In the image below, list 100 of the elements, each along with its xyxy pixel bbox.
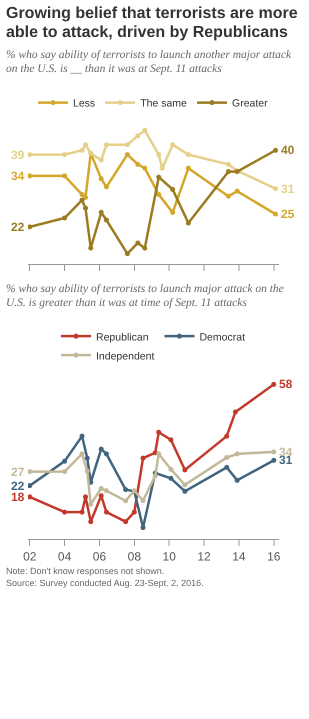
point (271, 449, 276, 454)
legend-label: The same (140, 98, 188, 110)
point (62, 469, 68, 474)
point (80, 198, 85, 203)
point (83, 494, 88, 500)
point (80, 510, 85, 515)
data-label: 40 (281, 143, 295, 157)
point (234, 478, 240, 483)
point (135, 162, 140, 167)
point (98, 486, 104, 491)
point (226, 169, 231, 174)
point (160, 166, 165, 171)
point (88, 502, 94, 507)
point (123, 498, 128, 504)
point (62, 152, 68, 158)
data-label: 34 (11, 169, 25, 183)
point (182, 467, 188, 472)
point (156, 430, 162, 435)
point (98, 446, 104, 452)
point (168, 466, 174, 472)
point (273, 186, 278, 192)
point (98, 210, 104, 215)
data-label: 27 (11, 465, 25, 479)
point (28, 469, 32, 474)
data-label: 31 (281, 182, 295, 196)
point (142, 246, 148, 251)
point (182, 488, 188, 494)
point (156, 451, 162, 456)
x-tick-label: 16 (267, 549, 281, 564)
point (234, 451, 240, 456)
data-label: 22 (11, 479, 25, 493)
point (273, 148, 278, 153)
data-label: 18 (11, 490, 25, 504)
point (88, 246, 94, 251)
point (140, 456, 146, 461)
point (124, 152, 130, 158)
point (123, 519, 128, 524)
point (224, 455, 230, 460)
point (62, 173, 68, 178)
x-tick-label: 04 (58, 549, 72, 564)
point (62, 458, 68, 464)
point (142, 128, 148, 133)
point (224, 464, 230, 470)
point (80, 192, 85, 198)
text: Note: Don't know responses not shown. (5, 565, 166, 577)
point (80, 148, 85, 153)
point (271, 458, 276, 463)
point (226, 162, 231, 167)
point (170, 186, 176, 192)
point (28, 494, 32, 500)
point (83, 195, 88, 200)
data-label: 58 (279, 377, 293, 391)
point (186, 220, 191, 226)
legend-label: Greater (232, 98, 268, 110)
point (98, 176, 104, 182)
point (186, 166, 191, 171)
point (132, 510, 137, 515)
legend-label: Democrat (199, 331, 246, 344)
legend-label: Less (73, 98, 96, 110)
point (135, 133, 140, 138)
point (28, 152, 32, 158)
point (84, 468, 90, 474)
point (124, 142, 130, 148)
data-label: 22 (11, 220, 25, 234)
data-label: 39 (11, 148, 25, 162)
point (104, 142, 109, 148)
point (140, 498, 146, 504)
x-tick-label: 10 (162, 549, 176, 564)
point (62, 510, 68, 515)
data-label: 25 (281, 207, 295, 221)
point (83, 206, 88, 211)
point (62, 215, 68, 220)
point (170, 142, 176, 148)
point (124, 251, 130, 256)
point (84, 456, 90, 461)
chart-title: Growing belief that terrorists are more able to attack, driven by Republicans (5, 4, 299, 42)
point (182, 482, 188, 488)
point (88, 519, 94, 524)
point (224, 434, 230, 439)
point (140, 525, 146, 530)
point (168, 437, 174, 442)
point (104, 510, 109, 515)
point (28, 224, 32, 230)
x-tick-label: 02 (23, 549, 37, 564)
x-tick-label: 14 (232, 549, 246, 564)
x-tick-label: 08 (128, 549, 142, 564)
legend-label: Independent (96, 350, 154, 362)
point (226, 194, 231, 199)
point (142, 166, 148, 171)
point (104, 451, 109, 456)
point (28, 173, 32, 178)
point (80, 451, 85, 456)
point (168, 476, 174, 481)
point (80, 434, 85, 439)
point (123, 487, 128, 492)
point (104, 488, 109, 494)
point (98, 158, 104, 163)
source-note: Source: Survey conducted Aug. 23-Sept. 2, 2016. (5, 577, 205, 589)
point (135, 240, 140, 246)
point (170, 210, 176, 215)
